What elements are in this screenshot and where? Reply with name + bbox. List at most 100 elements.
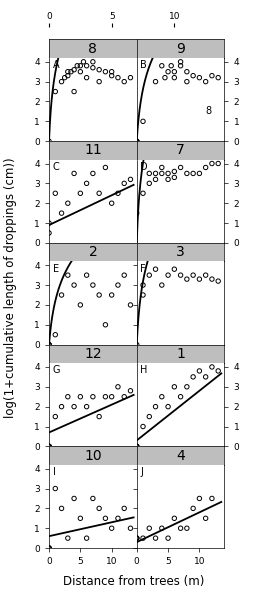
Text: C: C: [53, 162, 59, 172]
Point: [154, 77, 158, 86]
Point: [172, 513, 176, 523]
Point: [172, 73, 176, 83]
Point: [66, 67, 70, 77]
Point: [47, 441, 51, 451]
Point: [160, 280, 164, 290]
Point: [72, 87, 76, 96]
Text: 11: 11: [84, 143, 102, 158]
Point: [85, 533, 89, 543]
Point: [91, 63, 95, 72]
Point: [78, 392, 82, 401]
Point: [169, 61, 173, 71]
Point: [135, 137, 139, 146]
Point: [210, 494, 214, 503]
Point: [191, 372, 195, 382]
Point: [197, 73, 201, 83]
Point: [185, 524, 189, 533]
Text: 1: 1: [176, 347, 185, 361]
Point: [163, 73, 167, 83]
Point: [116, 73, 120, 83]
Point: [122, 270, 126, 280]
Point: [103, 513, 108, 523]
Point: [204, 163, 208, 173]
Point: [135, 533, 139, 543]
Point: [53, 87, 57, 96]
Point: [72, 494, 76, 503]
Point: [78, 513, 82, 523]
Point: [135, 340, 139, 349]
Point: [47, 441, 51, 451]
Point: [191, 169, 195, 179]
Point: [210, 71, 214, 80]
Point: [141, 189, 145, 198]
Point: [72, 65, 76, 74]
Point: [147, 270, 151, 280]
Text: J: J: [140, 467, 143, 477]
Point: [128, 524, 133, 533]
Text: 8: 8: [88, 42, 97, 56]
Point: [154, 533, 158, 543]
Point: [85, 270, 89, 280]
Point: [66, 198, 70, 208]
Point: [63, 73, 67, 83]
Point: [116, 513, 120, 523]
Point: [185, 77, 189, 86]
Point: [141, 422, 145, 431]
Point: [72, 169, 76, 179]
Point: [135, 533, 139, 543]
Point: [60, 208, 64, 218]
Text: B: B: [140, 60, 147, 70]
Point: [78, 300, 82, 310]
Text: F: F: [140, 264, 146, 274]
Point: [135, 137, 139, 146]
Point: [110, 524, 114, 533]
Point: [78, 67, 82, 77]
Point: [204, 77, 208, 86]
Point: [197, 494, 201, 503]
Point: [154, 264, 158, 274]
Point: [135, 441, 139, 451]
Point: [110, 71, 114, 80]
Point: [154, 402, 158, 412]
Point: [122, 392, 126, 401]
Point: [91, 494, 95, 503]
Point: [128, 300, 133, 310]
Point: [147, 524, 151, 533]
Point: [166, 533, 170, 543]
Point: [97, 412, 101, 421]
Point: [204, 513, 208, 523]
Point: [210, 159, 214, 168]
Point: [85, 402, 89, 412]
Point: [85, 61, 89, 71]
Point: [147, 169, 151, 179]
Text: 12: 12: [84, 347, 102, 361]
Point: [172, 167, 176, 176]
Point: [53, 330, 57, 340]
Point: [191, 504, 195, 513]
Point: [47, 543, 51, 553]
Point: [110, 392, 114, 401]
Point: [122, 77, 126, 86]
Point: [47, 228, 51, 238]
Point: [91, 57, 95, 66]
Text: 9: 9: [176, 42, 185, 56]
Point: [103, 163, 108, 173]
Point: [216, 276, 220, 286]
Point: [66, 270, 70, 280]
Point: [179, 270, 183, 280]
Point: [97, 189, 101, 198]
Point: [191, 71, 195, 80]
Point: [47, 218, 51, 228]
Point: [103, 67, 108, 77]
Point: [166, 402, 170, 412]
Point: [128, 174, 133, 184]
Point: [116, 280, 120, 290]
Text: 2: 2: [88, 245, 97, 259]
Point: [116, 189, 120, 198]
Point: [179, 392, 183, 401]
Point: [141, 117, 145, 126]
Point: [103, 320, 108, 329]
Text: D: D: [140, 162, 148, 172]
Point: [128, 73, 133, 83]
Point: [172, 382, 176, 392]
